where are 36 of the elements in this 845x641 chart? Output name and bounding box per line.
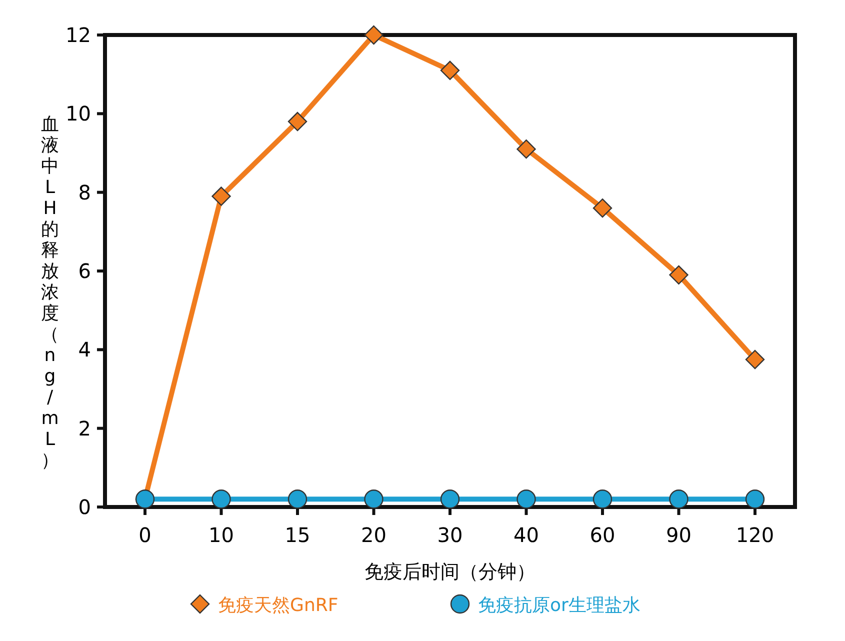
point — [440, 60, 460, 80]
x-tick-label: 60 — [590, 523, 616, 547]
x-tick-label: 90 — [666, 523, 692, 547]
point — [592, 490, 612, 509]
point — [745, 350, 765, 370]
point — [288, 490, 308, 509]
y-tick-label: 0 — [78, 495, 91, 519]
x-tick-label: 40 — [514, 523, 539, 547]
point — [212, 186, 231, 206]
y-tick-label: 8 — [78, 180, 91, 204]
y-tick-label: 12 — [66, 23, 91, 47]
point — [669, 265, 688, 285]
x-tick-label: 0 — [138, 523, 152, 547]
point — [288, 112, 308, 132]
x-tick-label: 10 — [208, 523, 234, 547]
y-tick-label: 2 — [78, 416, 91, 440]
point — [440, 490, 460, 509]
text: 血液中LH的释放浓度（ng/mL） — [41, 114, 59, 471]
x-tick-label: 15 — [284, 523, 310, 547]
point — [516, 490, 536, 509]
y-tick-label: 10 — [66, 102, 91, 126]
point — [364, 25, 384, 45]
point — [745, 490, 765, 509]
point — [212, 490, 231, 509]
x-tick-label: 120 — [736, 523, 774, 547]
x-axis-title: 免疫后时间（分钟） — [364, 561, 536, 583]
point — [669, 490, 688, 509]
y-tick-label: 4 — [78, 338, 91, 362]
legend-label: 免疫抗原or生理盐水 — [478, 595, 640, 616]
y-tick-label: 6 — [78, 259, 91, 283]
legend-label: 免疫天然GnRF — [218, 595, 338, 616]
point — [516, 139, 536, 159]
point — [592, 198, 612, 218]
x-tick-label: 30 — [437, 523, 463, 547]
x-tick-label: 20 — [361, 523, 386, 547]
point — [364, 490, 384, 509]
